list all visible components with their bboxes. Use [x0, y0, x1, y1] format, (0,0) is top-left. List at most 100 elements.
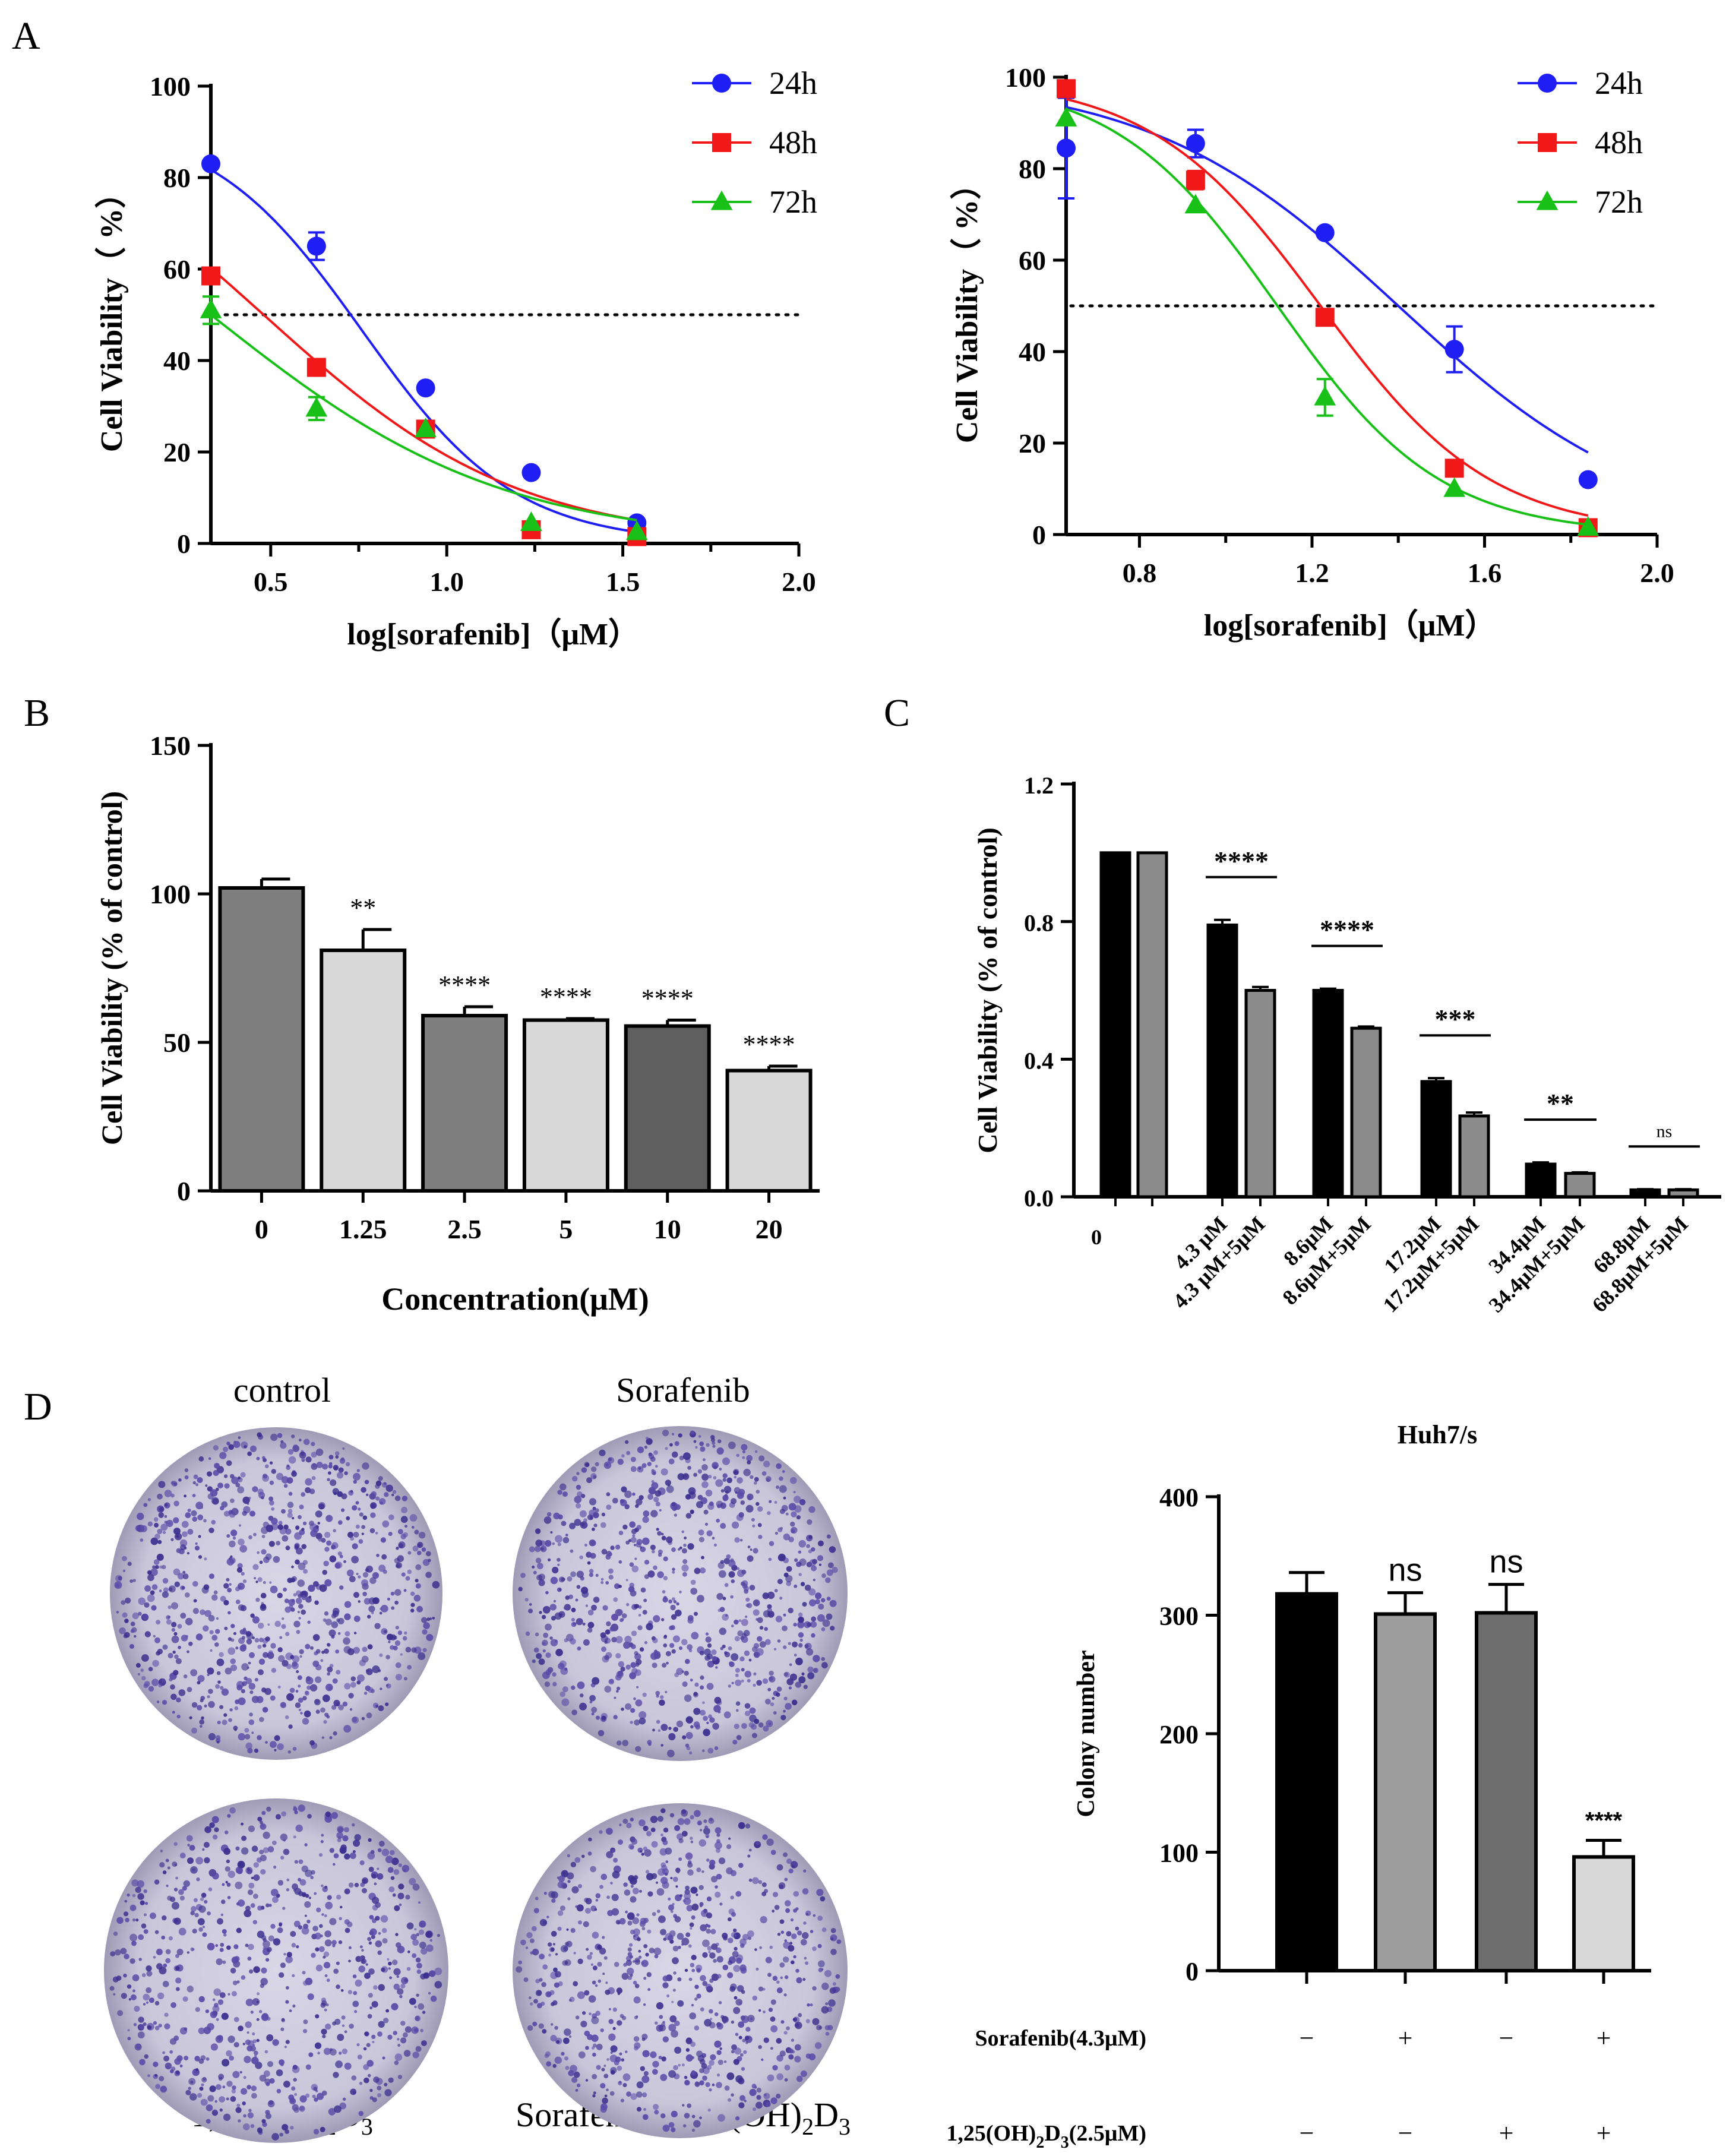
colony-dot — [261, 1549, 267, 1555]
colony-dot — [710, 2054, 716, 2060]
colony-dot — [249, 1510, 255, 1517]
colony-dot — [187, 1509, 191, 1512]
colony-dot — [770, 2025, 778, 2032]
colony-dot — [155, 2084, 160, 2089]
colony-dot — [628, 1586, 635, 1593]
colony-dot — [628, 1875, 635, 1882]
colony-dot — [270, 1889, 279, 1896]
colony-dot — [593, 1597, 600, 1603]
data-point-24h — [1057, 138, 1076, 158]
colony-dot — [137, 1673, 141, 1676]
colony-dot — [190, 2081, 194, 2084]
colony-dot — [148, 1667, 153, 1671]
colony-dot — [430, 1995, 437, 2002]
colony-dot — [719, 1902, 723, 1906]
colony-dot — [179, 1544, 186, 1551]
significance-label: **** — [1585, 1808, 1623, 1834]
colony-dot — [397, 1892, 404, 1899]
colony-dot — [600, 1578, 604, 1581]
colony-dot — [748, 1722, 755, 1728]
colony-dot — [690, 1678, 693, 1682]
colony-dot — [662, 1662, 667, 1668]
bar — [421, 1014, 508, 1193]
colony-dot — [793, 1491, 796, 1494]
colony-dot — [333, 1529, 336, 1532]
colony-dot — [368, 1993, 373, 1998]
colony-dot — [132, 1612, 139, 1620]
colony-dot — [608, 2019, 614, 2024]
colony-dot — [767, 1972, 772, 1977]
colony-dot — [363, 2077, 369, 2084]
colony-dot — [798, 1676, 806, 1684]
colony-dot — [704, 1655, 710, 1661]
colony-dot — [786, 1566, 792, 1572]
colony-dot — [668, 1727, 672, 1730]
colony-dot — [684, 1671, 689, 1676]
colony-dot — [650, 1488, 656, 1495]
colony-dot — [353, 1839, 361, 1847]
colony-dot — [687, 1466, 691, 1470]
colony-dot — [774, 1501, 777, 1504]
colony-dot — [295, 1702, 301, 1708]
colony-dot — [185, 2089, 191, 2095]
colony-dot — [601, 2068, 605, 2072]
colony-dot — [712, 1656, 717, 1661]
colony-dot — [298, 1804, 305, 1812]
colony-dot — [122, 1556, 127, 1561]
colony-dot — [666, 1536, 673, 1543]
colony-dot — [722, 1933, 728, 1939]
colony-dot — [186, 1986, 194, 1993]
colony-dot — [241, 1572, 245, 1576]
colony-dot — [825, 2002, 829, 2006]
colony-dot — [283, 1484, 288, 1488]
colony-dot — [208, 1615, 215, 1622]
colony-dot — [170, 1684, 175, 1690]
colony-dot — [758, 2009, 761, 2012]
colony-dot — [271, 2133, 279, 2141]
colony-dot — [719, 1627, 727, 1635]
colony-dot — [173, 1842, 178, 1846]
colony-dot — [642, 2050, 650, 2057]
colony-dot — [660, 1724, 668, 1731]
x-tick-label: 2.0 — [782, 567, 816, 597]
colony-dot — [203, 1584, 210, 1590]
colony-dot — [730, 1870, 737, 1876]
colony-dot — [214, 1463, 220, 1469]
colony-dot — [301, 1609, 306, 1615]
colony-dot — [136, 1525, 142, 1531]
colony-dot — [251, 2092, 257, 2099]
colony-dot — [397, 1555, 404, 1562]
colony-dot — [346, 1462, 350, 1466]
colony-dot — [527, 2025, 533, 2031]
colony-dot — [797, 1621, 805, 1629]
colony-dot — [259, 2075, 267, 2082]
colony-dot — [406, 1922, 414, 1930]
colony-dot — [676, 1602, 679, 1606]
x-tick-label: 0 — [255, 1214, 268, 1244]
colony-dot — [786, 1931, 792, 1937]
colony-dot — [415, 1957, 421, 1963]
colony-dot — [185, 1617, 193, 1626]
colony-dot — [277, 1433, 283, 1439]
colony-dot — [682, 1899, 686, 1902]
colony-dot — [532, 1659, 536, 1664]
colony-dot — [679, 1591, 682, 1594]
colony-dot — [123, 1634, 128, 1639]
colony-dot — [380, 1915, 388, 1923]
colony-dot — [289, 2097, 295, 2103]
colony-dot — [620, 1667, 625, 1672]
colony-dot — [763, 1610, 771, 1618]
colony-dot — [265, 2110, 270, 2115]
colony-dot — [159, 1565, 163, 1569]
colony-dot — [738, 2102, 745, 2108]
colony-dot — [315, 1649, 321, 1654]
colony-dot — [672, 1945, 679, 1952]
colony-dot — [592, 1980, 596, 1985]
colony-dot — [374, 1882, 377, 1886]
colony-dot — [175, 1876, 178, 1880]
colony-dot — [324, 1815, 333, 1823]
colony-dot — [575, 1905, 578, 1908]
colony-dot — [794, 1558, 798, 1562]
colony-dot — [717, 1439, 722, 1443]
colony-dot — [767, 1511, 771, 1515]
